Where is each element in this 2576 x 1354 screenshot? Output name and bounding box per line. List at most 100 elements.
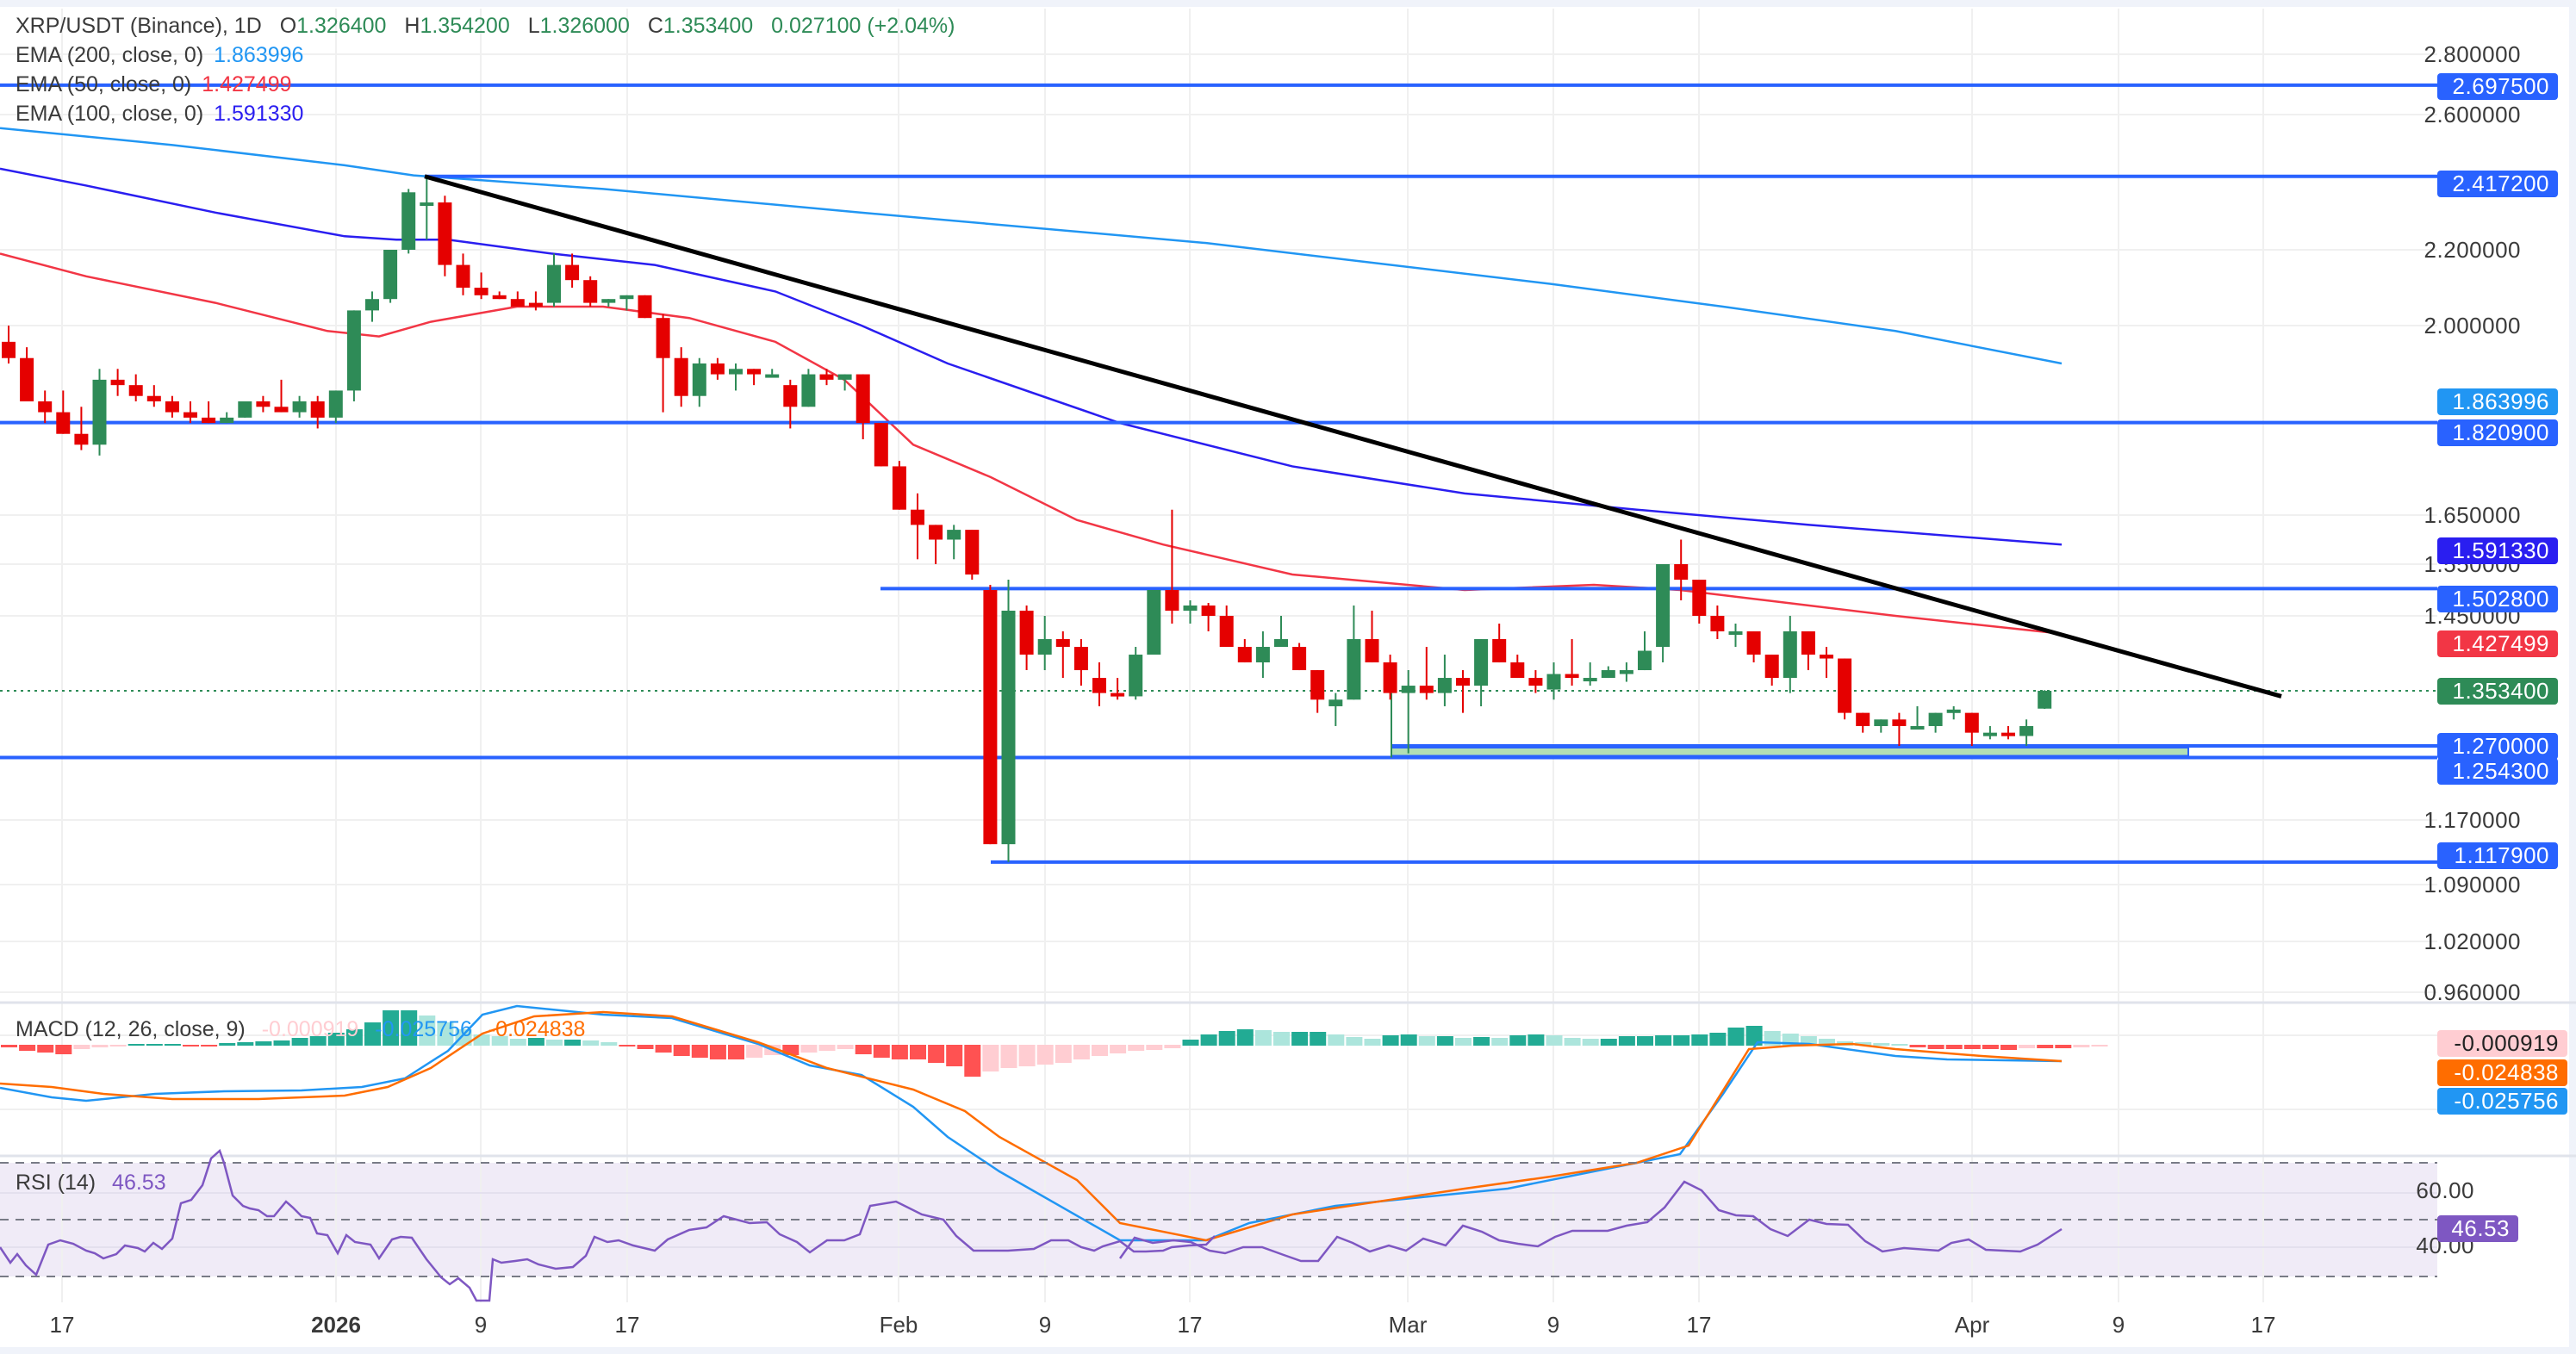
candle: [1111, 693, 1125, 697]
candle: [184, 412, 197, 418]
candle: [1638, 650, 1652, 671]
candle: [874, 423, 888, 467]
close-value: 1.353400: [663, 14, 754, 38]
candle: [729, 369, 743, 375]
candle: [1783, 631, 1797, 679]
candle: [92, 379, 107, 445]
candle: [1365, 639, 1379, 663]
candle: [1255, 647, 1270, 663]
candle: [1910, 725, 1925, 730]
candle: [1019, 611, 1034, 655]
ema50-label: EMA (50, close, 0): [16, 72, 192, 96]
time-tick: 9: [2112, 1312, 2125, 1338]
price-tick: 1.090000: [2424, 872, 2521, 897]
low-label: L: [527, 14, 540, 38]
candle: [1946, 709, 1961, 713]
time-tick: Feb: [879, 1312, 918, 1338]
candle: [1165, 590, 1179, 611]
macd-legend[interactable]: MACD (12, 26, close, 9) -0.000919 -0.025…: [16, 1017, 588, 1042]
candle: [911, 509, 924, 525]
candle: [456, 264, 470, 288]
candle: [1874, 719, 1888, 726]
support-zone: [1391, 747, 2189, 757]
rsi-tag: 46.53: [2437, 1215, 2518, 1242]
candle: [710, 363, 725, 375]
candle: [1856, 712, 1870, 726]
candle: [1219, 616, 1234, 648]
candle: [1474, 639, 1489, 686]
ema200-legend[interactable]: EMA (200, close, 0) 1.863996: [16, 43, 307, 68]
candle: [983, 590, 998, 845]
candle: [1674, 564, 1689, 580]
ema100-line: [0, 167, 2063, 546]
candle: [692, 363, 706, 396]
high-value: 1.354200: [420, 14, 510, 38]
rsi-legend[interactable]: RSI (14) 46.53: [16, 1171, 170, 1196]
candle: [1656, 564, 1671, 648]
candle: [583, 280, 598, 303]
candle: [1055, 639, 1070, 648]
candle: [383, 250, 398, 300]
high-label: H: [404, 14, 420, 38]
ema200-label: EMA (200, close, 0): [16, 43, 204, 67]
low-value: 1.326000: [539, 14, 630, 38]
price-tick: 1.170000: [2424, 807, 2521, 833]
candle: [638, 295, 652, 319]
ema200-line: [0, 127, 2063, 365]
time-tick: 17: [1177, 1312, 1203, 1338]
candle: [1073, 647, 1088, 671]
rsi-line-right: [1118, 1180, 2063, 1263]
candle: [2, 341, 16, 358]
ema50-value: 1.427499: [202, 72, 292, 96]
time-tick: 9: [1546, 1312, 1560, 1338]
candle: [202, 417, 216, 424]
macd-tag: -0.000919: [2437, 1030, 2567, 1057]
candle: [947, 530, 961, 540]
candle: [165, 401, 179, 413]
candle: [1583, 678, 1597, 682]
price-tick: 1.650000: [2424, 502, 2521, 528]
candle: [238, 401, 252, 418]
ema100-legend[interactable]: EMA (100, close, 0) 1.591330: [16, 102, 307, 127]
candle: [547, 264, 561, 303]
candle: [110, 379, 125, 386]
candle: [1456, 678, 1470, 686]
candle: [1347, 639, 1361, 700]
price-tick: 0.960000: [2424, 979, 2521, 1005]
candle: [1764, 655, 1779, 679]
symbol-title: XRP/USDT (Binance), 1D: [16, 14, 262, 38]
candles: [2, 175, 2052, 862]
time-tick: 17: [1686, 1312, 1712, 1338]
candle: [1419, 686, 1434, 693]
candle: [619, 295, 634, 300]
ema50-legend[interactable]: EMA (50, close, 0) 1.427499: [16, 72, 296, 97]
candle: [1310, 670, 1325, 700]
macd-hist-value: -0.000919: [261, 1017, 359, 1041]
candle: [1728, 631, 1743, 636]
candle: [1274, 639, 1288, 648]
candle: [856, 374, 870, 424]
time-tick: Mar: [1388, 1312, 1428, 1338]
price-tick: 2.800000: [2424, 41, 2521, 67]
candle: [1928, 712, 1943, 726]
price-tick: 2.200000: [2424, 237, 2521, 263]
candle: [401, 192, 416, 250]
candle: [783, 385, 798, 407]
price-tag: 1.427499: [2437, 630, 2558, 657]
candle: [1801, 631, 1815, 655]
change-value: 0.027100 (+2.04%): [771, 14, 955, 38]
rsi-tick: 60.00: [2416, 1177, 2474, 1203]
candle: [528, 302, 543, 307]
price-tick: 2.600000: [2424, 102, 2521, 127]
candle: [1820, 655, 1833, 659]
candle: [1183, 606, 1198, 611]
horizontal-levels: [0, 83, 2437, 864]
candle: [2001, 732, 2015, 736]
symbol-legend: XRP/USDT (Binance), 1D O1.326400 H1.3542…: [16, 14, 958, 39]
candle: [1328, 699, 1343, 706]
candle: [510, 299, 525, 307]
candle: [38, 401, 53, 413]
price-tag: 1.820900: [2437, 419, 2558, 446]
candle: [420, 202, 434, 207]
